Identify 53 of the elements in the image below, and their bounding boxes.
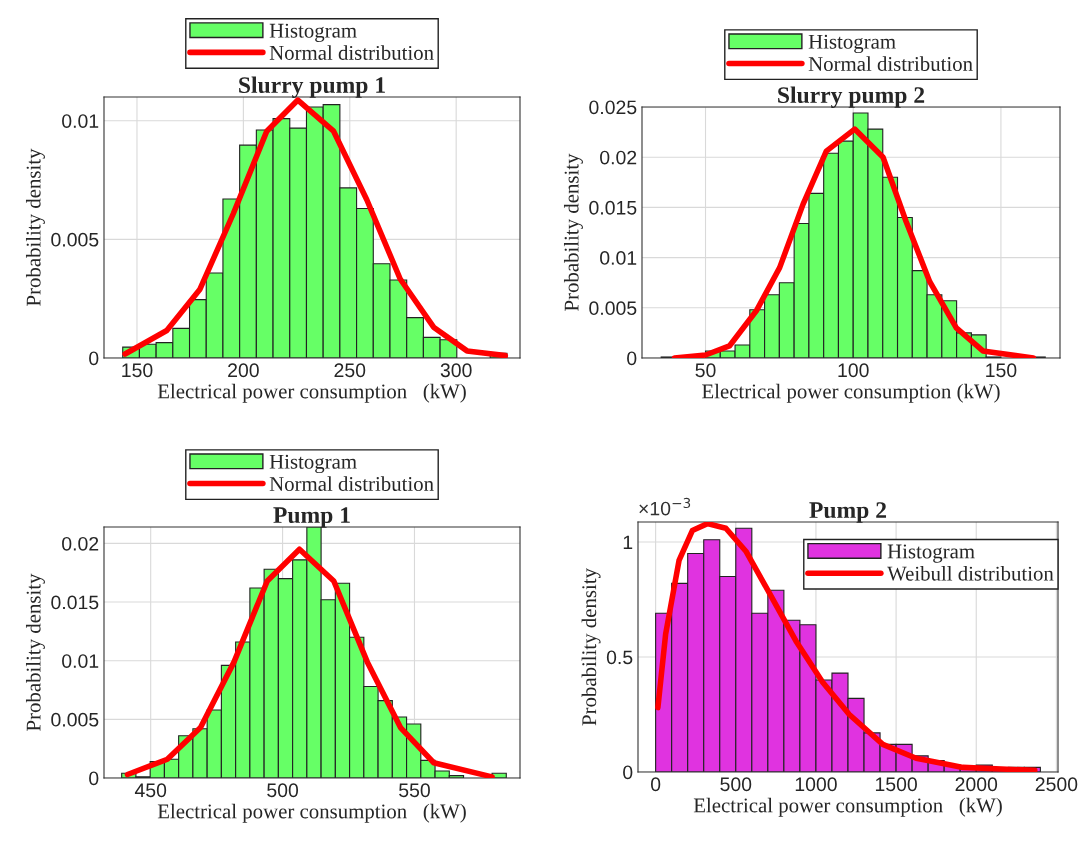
x-tick-label: 50	[695, 363, 716, 378]
x-tick-label: 150	[122, 363, 153, 378]
text: ×10$^{−3}$	[639, 497, 691, 516]
legend-label: Normal distribution	[269, 45, 434, 60]
y-axis-title: Probability density	[25, 148, 45, 306]
x-tick-label: 450	[134, 783, 167, 798]
x-tick-label: 1500	[875, 777, 917, 792]
y-axis-title: Probability density	[581, 568, 601, 726]
chart-title: Slurry pump 2	[778, 86, 925, 108]
x-tick-label: 2500	[1035, 777, 1078, 792]
y-tick-label: 0.01	[62, 654, 99, 668]
x-tick-label: 500	[267, 783, 299, 798]
y-tick-label: 0	[627, 351, 637, 366]
y-tick-label: 0	[89, 351, 99, 366]
x-axis-title: Electrical power consumption (kW)	[157, 803, 466, 823]
y-axis-title: Probability density	[25, 573, 45, 731]
legend-label: Histogram	[269, 23, 357, 42]
y-tick-label: 0.005	[51, 232, 99, 247]
legend-label: Weibull distribution	[887, 566, 1054, 581]
chart-title: Pump 1	[273, 507, 350, 528]
legend-label: Normal distribution	[269, 476, 434, 491]
x-tick-label: 500	[720, 777, 752, 792]
y-tick-label: 0.025	[589, 100, 637, 115]
y-tick-label: 0.015	[51, 595, 99, 610]
x-tick-label: 250	[334, 363, 366, 378]
x-axis-title: Electrical power consumption (kW)	[157, 383, 466, 403]
x-tick-label: 550	[399, 783, 430, 798]
chart-title: Slurry pump 1	[239, 76, 385, 98]
legend-label: Histogram	[808, 34, 896, 54]
y-tick-label: 0.01	[62, 114, 99, 128]
x-tick-label: 100	[838, 363, 869, 378]
y-axis-title: Probability density	[563, 153, 583, 311]
x-axis-title: Electrical power consumption (kW)	[702, 383, 1000, 403]
x-tick-label: 0	[650, 777, 661, 792]
x-axis-title: Electrical power consumption (kW)	[693, 797, 1002, 817]
legend-label: Normal distribution	[808, 56, 973, 71]
legend-label: Histogram	[269, 454, 357, 474]
y-tick-label: 0.5	[606, 650, 633, 665]
y-tick-label: 0	[623, 765, 633, 780]
y-tick-label: 0.005	[51, 712, 99, 727]
chart-title: Pump 2	[809, 502, 887, 523]
x-tick-label: 1000	[795, 777, 837, 792]
y-tick-label: 0.015	[589, 200, 637, 215]
y-tick-label: 0.01	[600, 251, 637, 265]
y-tick-label: 0.005	[589, 301, 637, 316]
y-tick-label: 1	[623, 535, 633, 550]
x-tick-label: 200	[228, 363, 259, 378]
y-tick-label: 0.02	[600, 150, 637, 165]
x-tick-label: 2000	[955, 777, 998, 792]
x-tick-label: 150	[986, 363, 1017, 378]
y-tick-label: 0.02	[62, 536, 99, 551]
legend-label: Histogram	[887, 544, 975, 563]
x-tick-label: 300	[440, 363, 472, 378]
